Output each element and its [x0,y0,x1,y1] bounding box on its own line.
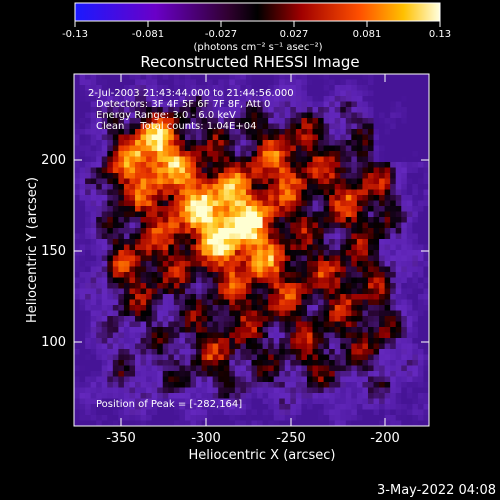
plot-title: Reconstructed RHESSI Image [140,53,359,71]
x-axis-ticks [120,74,386,426]
x-tick-label: -350 [106,431,136,446]
y-tick-label: 100 [41,335,66,350]
colorbar-tick-3: 0.027 [280,29,309,40]
y-axis-ticks [74,159,429,343]
colorbar-tick-2: -0.027 [205,29,237,40]
energy-range-text: Energy Range: 3.0 - 6.0 keV [96,110,236,121]
plot-frame [73,73,430,427]
colorbar: -0.13 -0.081 -0.027 0.027 0.081 0.13 (ph… [62,2,451,53]
colorbar-units-label: (photons cm⁻² s⁻¹ asec⁻²) [193,42,322,53]
detectors-text: Detectors: 3F 4F 5F 6F 7F 8F, Att 0 [96,99,270,110]
colorbar-tick-4: 0.081 [353,29,382,40]
image-annotations: 2-Jul-2003 21:43:44.000 to 21:44:56.000 … [88,88,294,410]
x-tick-label: -200 [370,431,400,446]
y-tick-label: 150 [41,244,66,259]
colorbar-tick-1: -0.081 [132,29,164,40]
x-tick-label: -300 [191,431,221,446]
colorbar-tick-0: -0.13 [62,29,88,40]
colorbar-gradient [74,2,441,22]
time-range-text: 2-Jul-2003 21:43:44.000 to 21:44:56.000 [88,88,294,99]
rhessi-image [74,74,430,427]
footer-date: 3-May-2022 04:08 [377,483,496,498]
x-tick-label: -250 [276,431,306,446]
x-axis-label: Heliocentric X (arcsec) [189,448,336,463]
colorbar-tick-5: 0.13 [429,29,451,40]
peak-position-text: Position of Peak = [-282,164] [96,399,242,410]
y-tick-label: 200 [41,153,66,168]
clean-counts-text: Clean Total counts: 1.04E+04 [96,121,256,132]
y-axis-label: Heliocentric Y (arcsec) [25,177,40,323]
